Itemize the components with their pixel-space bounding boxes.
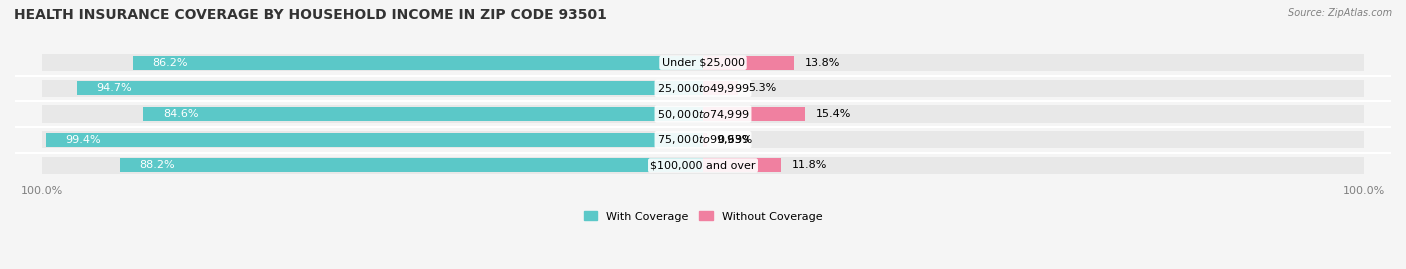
- Text: Under $25,000: Under $25,000: [661, 58, 745, 68]
- Text: 84.6%: 84.6%: [163, 109, 198, 119]
- Text: HEALTH INSURANCE COVERAGE BY HOUSEHOLD INCOME IN ZIP CODE 93501: HEALTH INSURANCE COVERAGE BY HOUSEHOLD I…: [14, 8, 607, 22]
- Text: $25,000 to $49,999: $25,000 to $49,999: [657, 82, 749, 95]
- Bar: [703, 107, 804, 121]
- Text: 99.4%: 99.4%: [66, 135, 101, 145]
- Text: $50,000 to $74,999: $50,000 to $74,999: [657, 108, 749, 121]
- Bar: [703, 133, 707, 147]
- Bar: [42, 157, 703, 174]
- Bar: [703, 56, 794, 70]
- Text: 86.2%: 86.2%: [153, 58, 188, 68]
- Text: $100,000 and over: $100,000 and over: [650, 160, 756, 171]
- Legend: With Coverage, Without Coverage: With Coverage, Without Coverage: [579, 207, 827, 226]
- Text: 0.63%: 0.63%: [717, 135, 754, 145]
- Text: 94.7%: 94.7%: [97, 83, 132, 93]
- Bar: [703, 80, 1364, 97]
- Bar: [703, 81, 738, 95]
- Bar: [703, 158, 782, 172]
- Bar: [703, 131, 1364, 148]
- Bar: [134, 56, 703, 70]
- Bar: [703, 105, 1364, 123]
- Bar: [45, 133, 703, 147]
- Bar: [120, 158, 703, 172]
- Bar: [703, 157, 1364, 174]
- Bar: [42, 131, 703, 148]
- Bar: [42, 105, 703, 123]
- Bar: [77, 81, 703, 95]
- Text: 88.2%: 88.2%: [139, 160, 176, 171]
- Text: 5.3%: 5.3%: [748, 83, 778, 93]
- Bar: [42, 80, 703, 97]
- Bar: [42, 54, 703, 71]
- Text: $75,000 to $99,999: $75,000 to $99,999: [657, 133, 749, 146]
- Text: 15.4%: 15.4%: [815, 109, 851, 119]
- Bar: [703, 54, 1364, 71]
- Text: Source: ZipAtlas.com: Source: ZipAtlas.com: [1288, 8, 1392, 18]
- Text: 11.8%: 11.8%: [792, 160, 827, 171]
- Bar: [143, 107, 703, 121]
- Text: 13.8%: 13.8%: [804, 58, 841, 68]
